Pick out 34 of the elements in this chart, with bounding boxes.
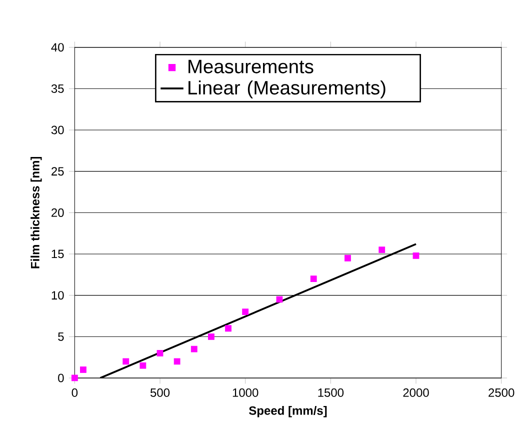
legend-label: Linear (Measurements): [188, 80, 386, 98]
point: [276, 296, 283, 303]
point: [344, 254, 351, 262]
y-tick-label: 0: [58, 374, 64, 382]
y-tick-label: 20: [52, 208, 64, 217]
x-axis-title: Speed [mm/s]: [249, 406, 327, 418]
point: [156, 350, 164, 356]
x-tick-label: 1500: [318, 388, 344, 397]
y-tick-label: 40: [51, 43, 64, 52]
point: [80, 366, 86, 373]
x-tick-label: 2500: [488, 388, 514, 397]
point: [378, 246, 386, 254]
point: [310, 276, 317, 282]
y-tick-label: 25: [52, 167, 64, 176]
y-tick-label: 15: [52, 250, 64, 258]
point: [208, 333, 214, 340]
x-tick-label: 0: [72, 388, 78, 397]
point: [140, 362, 146, 369]
y-tick-label: 10: [52, 291, 64, 300]
point: [225, 325, 232, 332]
y-tick-label: 30: [51, 126, 64, 134]
legend-label: Measurements: [188, 60, 314, 74]
point: [122, 358, 130, 365]
point: [71, 374, 78, 382]
x-tick-label: 1000: [232, 388, 258, 397]
y-axis-title: Film thickness [nm]: [30, 156, 42, 268]
y-tick-label: 35: [51, 84, 64, 93]
point: [412, 252, 420, 259]
point: [174, 358, 180, 365]
point: [190, 346, 198, 352]
y-tick-label: 5: [58, 332, 64, 341]
point: [242, 308, 249, 316]
x-tick-label: 500: [150, 388, 170, 397]
x-tick-label: 2000: [403, 388, 429, 397]
